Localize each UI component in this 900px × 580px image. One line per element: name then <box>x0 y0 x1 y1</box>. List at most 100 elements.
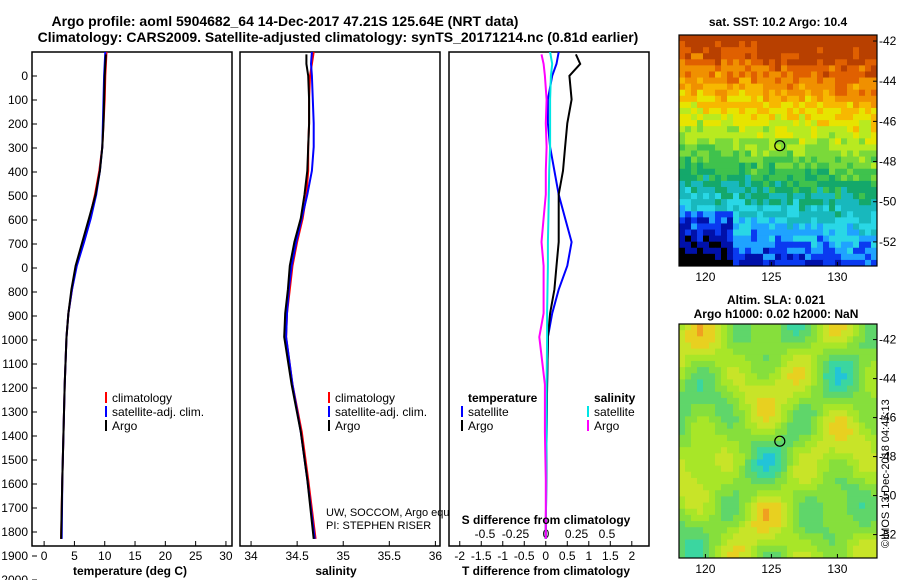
sst-cell <box>805 47 812 54</box>
sla-cell <box>709 410 716 417</box>
sst-cell <box>727 114 734 121</box>
sla-cell <box>823 441 830 448</box>
sst-cell <box>733 247 740 255</box>
map-y-tick-label: -44 <box>879 74 897 88</box>
sla-cell <box>811 471 818 479</box>
sla-cell <box>805 360 812 368</box>
sst-cell <box>817 150 824 157</box>
sla-cell <box>793 410 800 417</box>
sla-cell <box>829 354 836 362</box>
sla-cell <box>685 348 692 356</box>
sla-cell <box>721 434 728 442</box>
sst-cell <box>829 247 836 255</box>
sst-cell <box>859 89 866 97</box>
sla-cell <box>817 484 824 491</box>
sla-cell <box>709 508 716 516</box>
sla-cell <box>709 459 716 467</box>
sla-cell <box>781 477 788 485</box>
sla-cell <box>733 477 740 485</box>
x-tick-label: 1 <box>585 549 592 563</box>
sla-cell <box>853 354 860 362</box>
sla-cell <box>757 477 764 485</box>
sla-cell <box>841 354 848 362</box>
sla-cell <box>817 330 824 337</box>
legend-salinity-header: salinity <box>594 391 636 405</box>
sla-cell <box>745 471 752 479</box>
sla-cell <box>763 453 770 460</box>
sst-cell <box>763 59 770 66</box>
sst-cell <box>709 132 716 139</box>
map-y-tick-label: -46 <box>879 114 897 128</box>
sla-cell <box>841 508 848 516</box>
sst-cell <box>829 205 836 212</box>
sla-cell <box>829 545 836 553</box>
sla-cell <box>847 354 854 362</box>
sla-cell <box>811 514 818 522</box>
sst-cell <box>691 77 698 85</box>
sla-cell <box>715 416 722 423</box>
sst-cell <box>727 259 734 267</box>
sst-cell <box>847 83 854 91</box>
sst-cell <box>829 53 836 60</box>
sla-cell <box>817 453 824 460</box>
sla-cell <box>787 471 794 479</box>
sla-cell <box>697 477 704 485</box>
sla-cell <box>781 422 788 430</box>
sst-cell <box>709 138 716 145</box>
sla-cell <box>853 428 860 436</box>
sst-cell <box>775 144 782 151</box>
sla-cell <box>781 453 788 460</box>
sla-cell <box>697 336 704 343</box>
sla-cell <box>697 453 704 460</box>
sla-cell <box>865 354 872 362</box>
sst-cell <box>793 65 800 72</box>
sla-cell <box>781 367 788 374</box>
sst-cell <box>763 71 770 78</box>
sst-cell <box>745 156 752 164</box>
sla-cell <box>787 551 794 559</box>
sst-cell <box>835 241 842 249</box>
sst-cell <box>697 71 704 78</box>
sla-cell <box>787 533 794 540</box>
sla-cell <box>733 459 740 467</box>
sla-cell <box>781 391 788 399</box>
sla-cell <box>799 410 806 417</box>
sst-cell <box>841 247 848 255</box>
temperature-series <box>60 51 108 539</box>
sla-cell <box>841 539 848 547</box>
sla-cell <box>823 539 830 547</box>
sla-cell <box>739 521 746 528</box>
sla-cell <box>847 533 854 540</box>
sla-cell <box>829 348 836 356</box>
sst-cell <box>811 150 818 157</box>
sla-cell <box>823 496 830 503</box>
sst-cell <box>751 205 758 212</box>
sla-cell <box>703 447 710 454</box>
sla-cell <box>745 477 752 485</box>
sst-cell <box>859 83 866 91</box>
sst-cell <box>703 186 710 194</box>
sla-cell <box>697 422 704 430</box>
sla-cell <box>847 342 854 350</box>
sst-cell <box>781 89 788 97</box>
sla-cell <box>823 508 830 516</box>
sst-cell <box>823 47 830 54</box>
sst-cell <box>793 53 800 60</box>
sla-cell <box>847 367 854 374</box>
sla-cell <box>679 385 686 393</box>
sla-cell <box>715 514 722 522</box>
sst-cell <box>853 174 860 182</box>
sst-cell <box>847 114 854 121</box>
sst-cell <box>859 259 866 267</box>
sla-cell <box>751 379 758 386</box>
sla-cell <box>841 342 848 350</box>
sla-cell <box>757 471 764 479</box>
sst-cell <box>751 223 758 230</box>
sla-cell <box>823 465 830 473</box>
sst-cell <box>847 126 854 133</box>
sst-cell <box>835 162 842 170</box>
sst-cell <box>685 132 692 139</box>
sla-cell <box>853 342 860 350</box>
sst-cell <box>691 65 698 72</box>
sst-cell <box>697 217 704 224</box>
